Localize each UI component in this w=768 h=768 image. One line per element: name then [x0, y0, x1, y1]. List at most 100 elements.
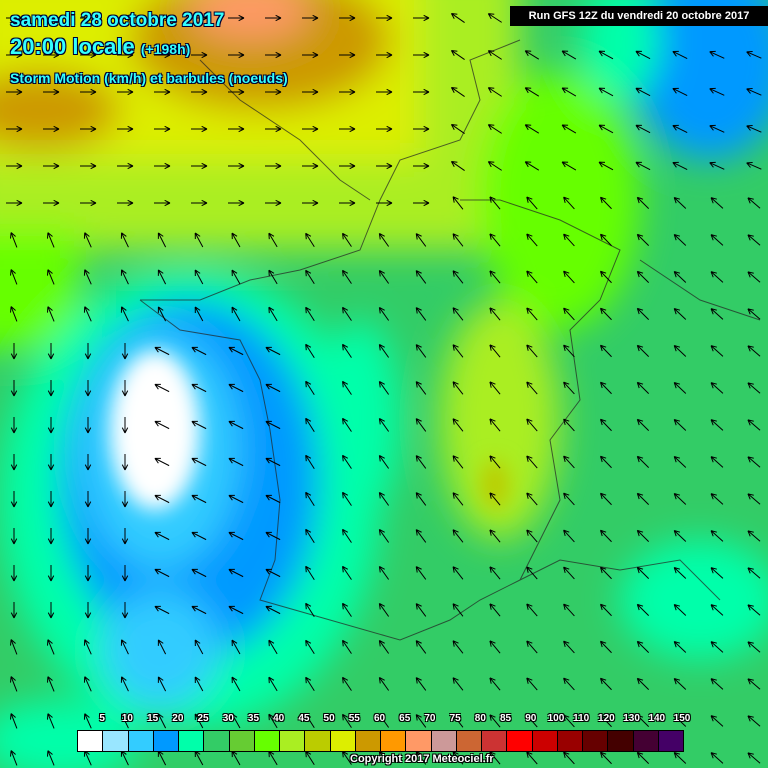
legend-label: 150	[673, 713, 691, 724]
wind-arrow	[342, 343, 352, 358]
wind-arrow	[563, 640, 575, 654]
wind-arrow	[154, 162, 171, 170]
wind-arrow	[265, 199, 282, 207]
wind-arrow	[709, 124, 725, 133]
wind-arrow	[599, 640, 612, 654]
wind-arrow	[415, 381, 427, 395]
wind-arrow	[339, 162, 356, 170]
wind-arrow	[489, 677, 501, 691]
legend-label: 140	[648, 713, 666, 724]
wind-arrow	[452, 455, 464, 469]
legend-swatch	[330, 731, 356, 751]
wind-arrow	[305, 306, 315, 322]
wind-arrow	[84, 380, 92, 397]
wind-arrow	[747, 567, 761, 579]
legend-label: 30	[222, 713, 234, 724]
wind-arrow	[489, 233, 501, 247]
wind-arrow	[673, 345, 687, 357]
legend-label: 45	[298, 713, 310, 724]
forecast-date: samedi 28 octobre 2017	[10, 10, 225, 31]
wind-arrow	[526, 714, 538, 728]
wind-arrow	[305, 417, 315, 433]
wind-arrow	[305, 343, 315, 359]
legend-label: 70	[424, 713, 436, 724]
legend-label: 25	[197, 713, 209, 724]
wind-arrow	[376, 14, 393, 22]
color-legend	[77, 730, 684, 752]
wind-arrow	[228, 125, 245, 133]
wind-arrow	[526, 529, 538, 543]
wind-arrow	[268, 713, 278, 729]
legend-swatch	[431, 731, 457, 751]
wind-arrow	[10, 750, 18, 766]
wind-arrow	[673, 234, 687, 246]
wind-arrow	[710, 271, 724, 283]
wind-arrow	[672, 87, 688, 96]
wind-arrow	[747, 234, 761, 246]
wind-arrow	[563, 381, 575, 395]
wind-arrow	[376, 199, 393, 207]
wind-arrow	[120, 306, 129, 322]
legend-label: 15	[147, 713, 159, 724]
wind-arrow	[413, 14, 430, 22]
wind-arrow	[154, 457, 170, 467]
wind-arrow	[83, 713, 92, 729]
wind-arrow	[120, 269, 129, 285]
wind-arrow	[154, 531, 170, 541]
wind-arrow	[121, 454, 129, 471]
wind-arrow	[120, 676, 129, 692]
wind-arrow	[710, 419, 724, 431]
wind-arrow	[80, 88, 97, 96]
wind-arrow	[489, 640, 501, 654]
wind-arrow	[305, 454, 315, 470]
wind-arrow	[83, 269, 92, 285]
wind-arrow	[747, 382, 761, 394]
wind-arrow	[673, 271, 687, 283]
wind-arrow	[636, 344, 650, 357]
wind-arrow	[117, 199, 134, 207]
legend-swatch	[633, 731, 659, 751]
wind-arrow	[636, 751, 650, 764]
wind-arrow	[83, 232, 92, 248]
legend-swatch	[179, 731, 205, 751]
wind-arrow	[305, 528, 315, 544]
wind-arrow	[489, 418, 501, 432]
wind-arrow	[80, 14, 97, 22]
wind-arrow	[526, 418, 538, 432]
wind-arrow	[378, 714, 390, 728]
wind-arrow	[747, 752, 761, 764]
wind-arrow	[489, 492, 501, 506]
legend-swatch	[456, 731, 482, 751]
legend-label: 55	[348, 713, 360, 724]
wind-arrow	[635, 161, 651, 171]
wind-arrow	[121, 528, 129, 545]
wind-arrow	[563, 529, 575, 543]
legend-label: 10	[121, 713, 133, 724]
legend-label: 85	[499, 713, 512, 724]
wind-arrow	[84, 343, 92, 360]
wind-arrow	[673, 197, 687, 209]
wind-arrow	[302, 162, 319, 170]
wind-arrow	[636, 196, 650, 209]
wind-arrow	[747, 419, 761, 431]
wind-arrow	[563, 233, 575, 247]
wind-arrow	[526, 307, 538, 321]
wind-arrow	[487, 13, 502, 23]
wind-arrow	[452, 529, 464, 543]
wind-arrow	[231, 676, 241, 692]
legend-swatch	[507, 731, 533, 751]
wind-arrow	[10, 343, 18, 360]
wind-arrow	[673, 752, 687, 764]
wind-arrow	[339, 199, 356, 207]
wind-arrow	[191, 494, 207, 504]
wind-arrow	[117, 125, 134, 133]
wind-arrow	[120, 713, 129, 729]
wind-arrow	[43, 88, 60, 96]
legend-label: 40	[273, 713, 285, 724]
legend-label: 80	[474, 713, 486, 724]
wind-arrow	[157, 232, 167, 248]
wind-arrow	[747, 530, 761, 542]
legend-swatch	[153, 731, 179, 751]
wind-arrow	[747, 456, 761, 468]
wind-arrow	[710, 456, 724, 468]
